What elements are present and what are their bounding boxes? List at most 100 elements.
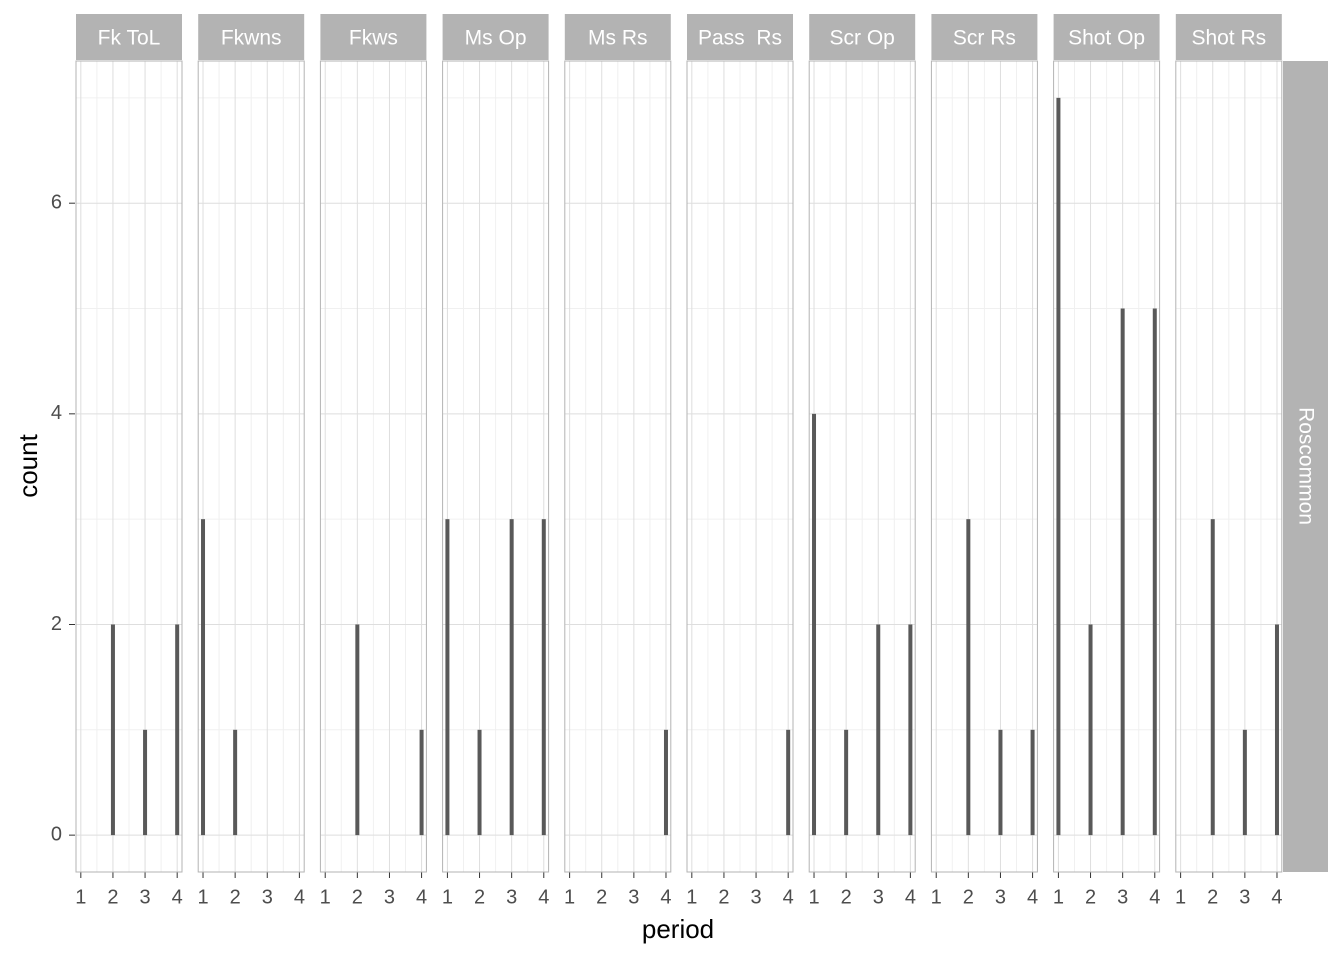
x-tick-label: 4 bbox=[783, 886, 794, 908]
panel-border bbox=[808, 60, 916, 873]
panel-border bbox=[1175, 60, 1283, 873]
x-tick-label: 2 bbox=[352, 886, 363, 908]
x-tick-label: 3 bbox=[873, 886, 884, 908]
x-tick-label: 4 bbox=[1027, 886, 1038, 908]
facet-title: Scr Op bbox=[830, 27, 895, 50]
x-tick-label: 2 bbox=[1207, 886, 1218, 908]
x-tick-label: 2 bbox=[718, 886, 729, 908]
facet-title: Shot Op bbox=[1068, 27, 1145, 50]
facet-title: Fk ToL bbox=[98, 27, 161, 50]
row-strip bbox=[1283, 61, 1328, 872]
x-tick-label: 3 bbox=[139, 886, 150, 908]
bar bbox=[1274, 624, 1279, 836]
x-tick-label: 1 bbox=[931, 886, 942, 908]
bar bbox=[477, 729, 482, 836]
bar bbox=[1030, 729, 1035, 836]
bar bbox=[844, 729, 849, 836]
x-tick-label: 3 bbox=[384, 886, 395, 908]
bar bbox=[998, 729, 1003, 836]
bar bbox=[663, 729, 668, 836]
bar bbox=[355, 624, 360, 836]
x-tick-label: 3 bbox=[262, 886, 273, 908]
bar bbox=[1152, 308, 1157, 836]
facet-title: Shot Rs bbox=[1191, 27, 1266, 50]
y-tick-label: 6 bbox=[51, 191, 62, 213]
bar bbox=[1242, 729, 1247, 836]
x-tick-label: 1 bbox=[1175, 886, 1186, 908]
panel-border bbox=[197, 60, 305, 873]
facet-strip bbox=[198, 14, 305, 60]
x-tick-label: 3 bbox=[995, 886, 1006, 908]
bar bbox=[1120, 308, 1125, 836]
x-tick-label: 2 bbox=[841, 886, 852, 908]
bar bbox=[445, 519, 450, 836]
x-tick-label: 2 bbox=[596, 886, 607, 908]
facet-strip bbox=[1175, 14, 1282, 60]
x-tick-label: 3 bbox=[750, 886, 761, 908]
facet-title: Pass Rs bbox=[698, 27, 782, 50]
panel-border bbox=[75, 60, 183, 873]
x-tick-label: 1 bbox=[197, 886, 208, 908]
bar bbox=[541, 519, 546, 836]
facet-title: Ms Op bbox=[465, 27, 527, 50]
x-tick-label: 3 bbox=[1117, 886, 1128, 908]
facet-title: Fkws bbox=[349, 27, 398, 50]
x-tick-label: 1 bbox=[442, 886, 453, 908]
bar bbox=[908, 624, 913, 836]
row-strip-label: Roscommon bbox=[1294, 407, 1317, 525]
facet-strip bbox=[320, 14, 427, 60]
bar bbox=[233, 729, 238, 836]
facet-strip bbox=[564, 14, 671, 60]
bar bbox=[876, 624, 881, 836]
facet-strip bbox=[76, 14, 182, 60]
bar bbox=[1088, 624, 1093, 836]
x-tick-label: 3 bbox=[506, 886, 517, 908]
panel-border bbox=[564, 60, 672, 873]
bar bbox=[175, 624, 180, 836]
facet-strip bbox=[687, 14, 793, 60]
bar bbox=[1210, 519, 1215, 836]
x-tick-label: 1 bbox=[808, 886, 819, 908]
x-tick-label: 2 bbox=[474, 886, 485, 908]
x-tick-label: 2 bbox=[963, 886, 974, 908]
x-tick-label: 1 bbox=[1053, 886, 1064, 908]
x-axis-title: period bbox=[642, 914, 714, 944]
y-tick-label: 0 bbox=[51, 823, 62, 845]
bar bbox=[201, 519, 206, 836]
x-tick-label: 3 bbox=[628, 886, 639, 908]
bar bbox=[966, 519, 971, 836]
x-tick-label: 2 bbox=[230, 886, 241, 908]
y-tick-label: 4 bbox=[51, 402, 62, 424]
facet-title: Scr Rs bbox=[953, 27, 1016, 50]
panel-border bbox=[319, 60, 427, 873]
panel-border bbox=[930, 60, 1038, 873]
x-tick-label: 4 bbox=[294, 886, 305, 908]
x-tick-label: 4 bbox=[905, 886, 916, 908]
bar bbox=[143, 729, 148, 836]
x-tick-label: 4 bbox=[172, 886, 183, 908]
x-tick-label: 2 bbox=[1085, 886, 1096, 908]
bar bbox=[110, 624, 115, 836]
y-tick-label: 2 bbox=[51, 613, 62, 635]
bar bbox=[1056, 97, 1061, 836]
x-tick-label: 4 bbox=[416, 886, 427, 908]
bar bbox=[786, 729, 791, 836]
facet-strip bbox=[931, 14, 1038, 60]
panel-border bbox=[1053, 60, 1161, 873]
x-tick-label: 4 bbox=[660, 886, 671, 908]
x-tick-label: 4 bbox=[1271, 886, 1282, 908]
facet-strip bbox=[1053, 14, 1160, 60]
x-tick-label: 2 bbox=[107, 886, 118, 908]
x-tick-label: 1 bbox=[686, 886, 697, 908]
y-axis-title: count bbox=[13, 433, 43, 497]
bar bbox=[509, 519, 514, 836]
bar bbox=[812, 413, 817, 836]
x-tick-label: 1 bbox=[320, 886, 331, 908]
x-tick-label: 1 bbox=[75, 886, 86, 908]
bar bbox=[419, 729, 424, 836]
facet-title: Fkwns bbox=[221, 27, 282, 50]
x-tick-label: 3 bbox=[1239, 886, 1250, 908]
panel-border bbox=[442, 60, 550, 873]
facet-strip bbox=[442, 14, 549, 60]
